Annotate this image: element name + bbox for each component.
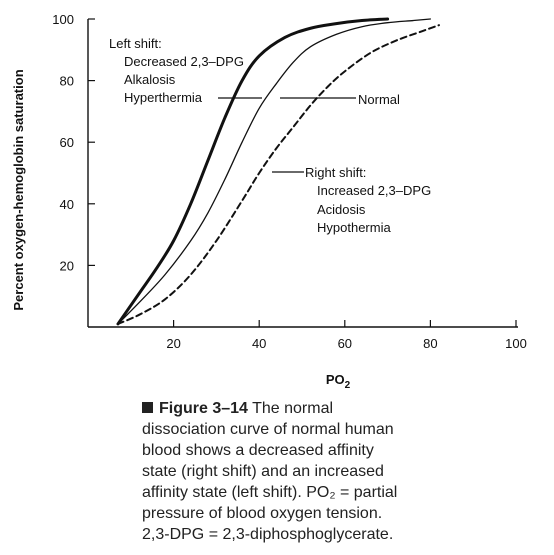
y-tick-label: 40 [60, 197, 74, 212]
right-shift-item-hypothermia: Hypothermia [317, 220, 391, 235]
right-shift-item-acidosis: Acidosis [317, 202, 366, 217]
chart: Percent oxygen-hemoglobin saturation 20 4… [11, 12, 527, 391]
caption-line-4: state (right shift) and an increased [142, 463, 384, 480]
left-shift-item-hyperthermia: Hyperthermia [124, 90, 203, 105]
caption-bullet-icon [142, 402, 153, 413]
ticks: 20 40 60 80 100 20 40 60 80 100 [52, 12, 527, 351]
caption-line-1: The normal [252, 400, 334, 417]
x-tick-label: 100 [505, 336, 527, 351]
caption-line-7: 2,3-DPG = 2,3-diphosphoglycerate. [142, 526, 394, 543]
x-tick-label: 60 [338, 336, 352, 351]
y-tick-label: 100 [52, 12, 74, 27]
y-tick-label: 60 [60, 135, 74, 150]
right-shift-curve [116, 24, 440, 325]
x-axis-label: PO2 [326, 372, 351, 391]
left-shift-title: Left shift: [109, 36, 162, 51]
left-shift-item-alkalosis: Alkalosis [124, 72, 176, 87]
y-tick-label: 80 [60, 74, 74, 89]
x-tick-label: 80 [423, 336, 437, 351]
normal-curve [117, 18, 432, 325]
caption-line-2: dissociation curve of normal human [142, 421, 394, 438]
x-tick-label: 20 [166, 336, 180, 351]
right-shift-item-dpg: Increased 2,3–DPG [317, 183, 431, 198]
axes [87, 19, 518, 328]
annotation-leaders [218, 97, 356, 173]
figure-caption: Figure 3–14 The normal dissociation curv… [142, 398, 447, 545]
normal-label: Normal [358, 92, 400, 107]
caption-line-5: affinity state (left shift). PO₂ = parti… [142, 484, 398, 501]
caption-figure-label: Figure 3–14 [159, 400, 248, 417]
y-tick-label: 20 [60, 258, 74, 273]
x-axis-label-main: PO [326, 372, 345, 387]
x-axis-label-sub: 2 [345, 380, 351, 391]
right-shift-title: Right shift: [305, 165, 366, 180]
y-axis-label: Percent oxygen-hemoglobin saturation [11, 69, 26, 310]
left-shift-item-dpg: Decreased 2,3–DPG [124, 54, 244, 69]
caption-line-6: pressure of blood oxygen tension. [142, 505, 383, 522]
caption-line-3: blood shows a decreased affinity [142, 442, 374, 459]
x-tick-label: 40 [252, 336, 266, 351]
